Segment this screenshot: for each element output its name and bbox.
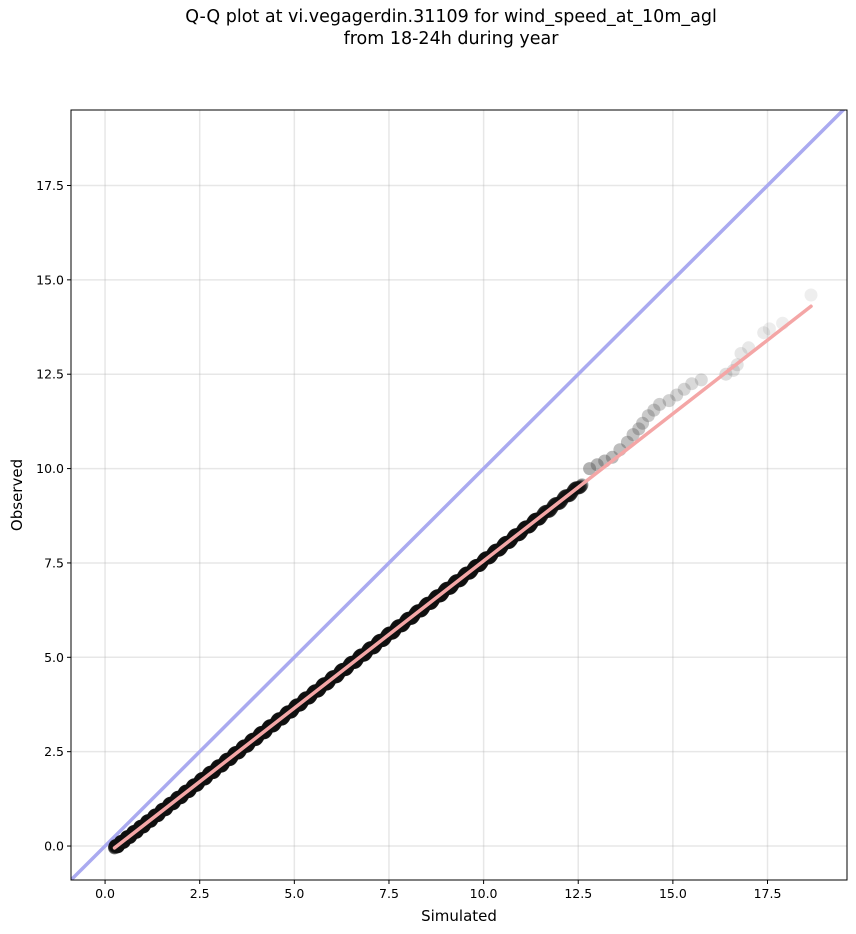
x-tick-label: 5.0 [284, 886, 304, 901]
y-tick-label: 0.0 [44, 839, 64, 854]
grid [71, 110, 847, 880]
y-tick-label: 7.5 [44, 555, 64, 570]
quantile-point [662, 394, 676, 408]
y-tick-label: 12.5 [36, 367, 64, 382]
quantile-point [670, 388, 684, 402]
quantile-point [583, 462, 597, 476]
y-tick-label: 2.5 [44, 744, 64, 759]
x-axis: 0.0 2.5 5.0 7.5 10.0 12.5 15.0 17.5 [95, 880, 781, 901]
y-tick-label: 10.0 [36, 461, 64, 476]
quantile-point [757, 326, 771, 340]
quantile-point [632, 422, 646, 436]
x-tick-label: 12.5 [564, 886, 592, 901]
y-axis-label: Observed [8, 459, 26, 531]
x-axis-label: Simulated [421, 907, 497, 925]
x-tick-label: 17.5 [754, 886, 782, 901]
quantile-point [605, 450, 619, 464]
x-tick-label: 10.0 [470, 886, 498, 901]
quantile-point [647, 403, 661, 417]
x-tick-label: 2.5 [190, 886, 210, 901]
plot-frame [70, 109, 848, 881]
x-tick-label: 0.0 [95, 886, 115, 901]
quantile-point [653, 397, 667, 411]
quantile-point [641, 409, 655, 423]
quantile-point [626, 428, 640, 442]
quantile-point [677, 382, 691, 396]
quantile-point [804, 288, 818, 302]
x-tick-label: 15.0 [659, 886, 687, 901]
quantile-point [762, 322, 776, 336]
y-axis: 0.0 2.5 5.0 7.5 10.0 12.5 15.0 17.5 [36, 178, 71, 854]
chart-title-line-2: from 18-24h during year [343, 29, 559, 49]
regression-line [112, 304, 813, 850]
chart-title: Q-Q plot at vi.vegagerdin.31109 for wind… [0, 6, 856, 50]
quantile-point [636, 416, 650, 430]
identity-line [71, 110, 846, 880]
x-tick-label: 7.5 [379, 886, 399, 901]
quantile-point [685, 377, 699, 391]
y-tick-label: 5.0 [44, 650, 64, 665]
y-tick-label: 15.0 [36, 272, 64, 287]
quantile-point [694, 373, 708, 387]
y-tick-label: 17.5 [36, 178, 64, 193]
chart-title-line-1: Q-Q plot at vi.vegagerdin.31109 for wind… [185, 7, 717, 27]
